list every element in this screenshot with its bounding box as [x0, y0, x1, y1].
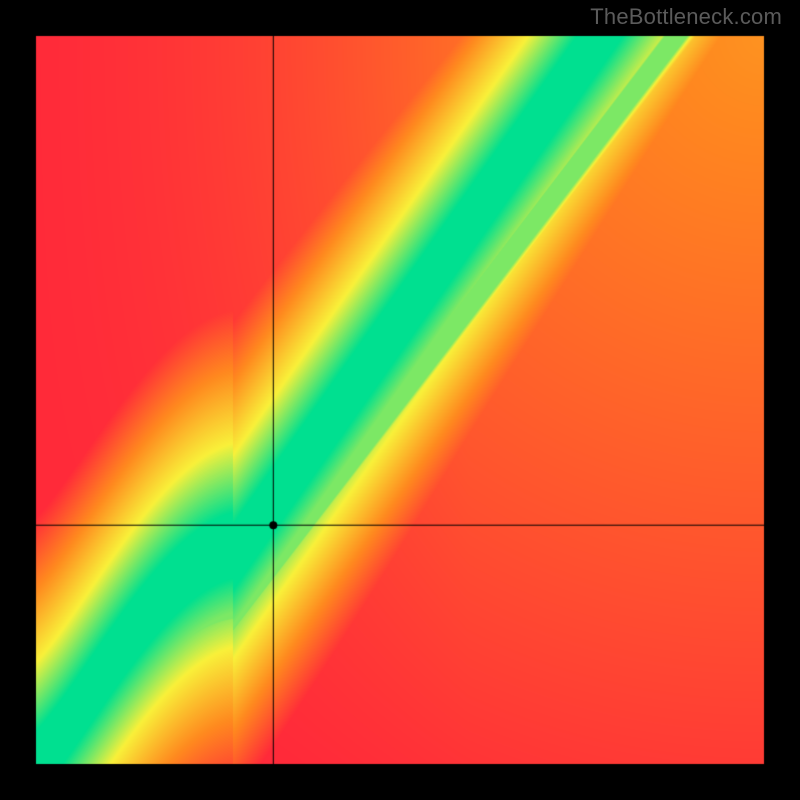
bottleneck-heatmap-canvas: [0, 0, 800, 800]
chart-container: TheBottleneck.com: [0, 0, 800, 800]
watermark-text: TheBottleneck.com: [590, 4, 782, 30]
